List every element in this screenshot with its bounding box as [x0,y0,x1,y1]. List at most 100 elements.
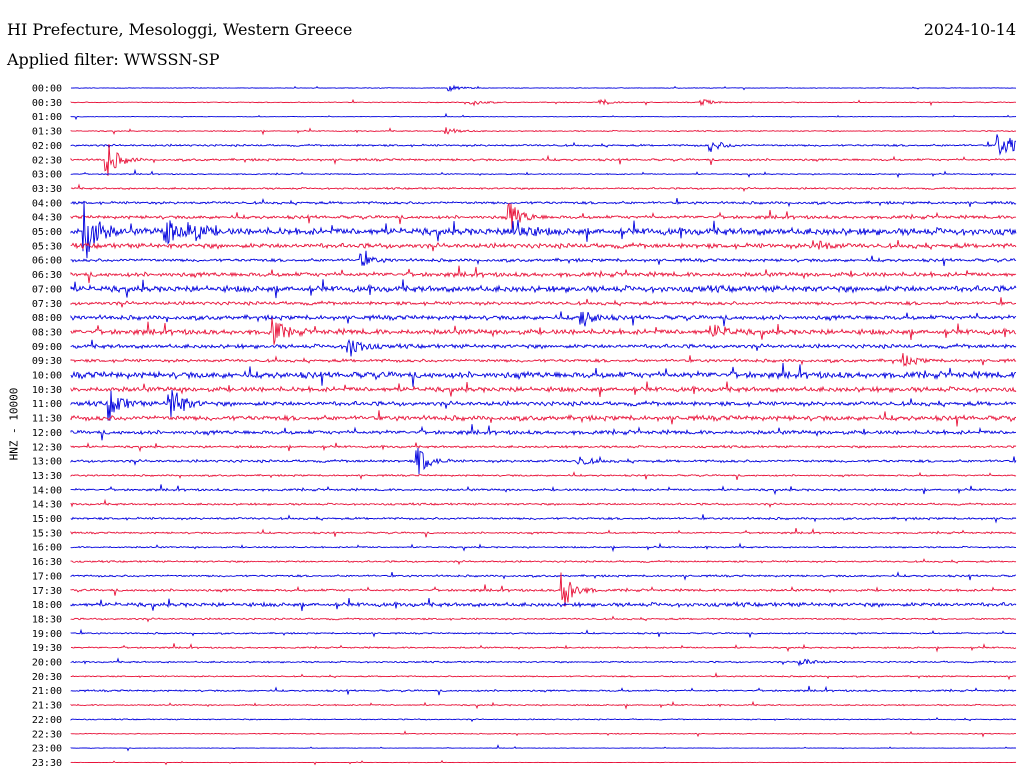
time-tick-label: 11:30 [32,414,62,425]
seismogram-trace [70,134,1017,156]
time-tick-label: 09:30 [32,356,62,367]
seismogram-trace [70,571,1017,581]
time-tick-label: 21:00 [32,686,62,697]
seismogram-trace [70,484,1017,496]
seismogram-trace [70,598,1017,612]
time-tick-label: 16:30 [32,557,62,568]
seismogram-trace [70,527,1017,538]
seismogram-trace [70,572,1017,607]
time-tick-label: 19:00 [32,629,62,640]
seismogram-trace [70,183,1017,192]
seismogram-trace [70,700,1017,710]
seismogram-trace [70,643,1017,653]
seismogram-trace [70,447,1017,475]
time-tick-label: 11:00 [32,399,62,410]
seismogram-trace [70,250,1017,267]
time-tick-labels: 00:00 00:30 01:00 01:30 02:00 02:30 03:00 03:30… [32,84,62,769]
time-tick-label: 22:30 [32,729,62,740]
seismogram-trace [70,628,1017,638]
seismogram-trace [70,442,1017,453]
seismogram-trace [70,424,1017,441]
time-tick-label: 15:30 [32,528,62,539]
seismogram-trace [70,685,1017,696]
seismogram-trace [70,514,1017,524]
seismogram-trace [70,202,1017,230]
station-title: HI Prefecture, Mesologgi, Western Greece [7,20,353,39]
seismogram-trace [70,730,1016,738]
seismogram-trace [70,410,1017,427]
time-tick-label: 00:30 [32,98,62,109]
time-tick-label: 17:30 [32,586,62,597]
seismogram-trace [70,265,1017,284]
time-tick-label: 07:30 [32,299,62,310]
time-tick-label: 13:00 [32,457,62,468]
seismogram-trace [70,240,1017,252]
time-tick-label: 04:30 [32,213,62,224]
time-tick-label: 16:00 [32,543,62,554]
time-tick-label: 12:00 [32,428,62,439]
time-tick-label: 17:00 [32,571,62,582]
seismogram-trace [70,127,1017,136]
time-tick-label: 06:00 [32,256,62,267]
seismogram-trace [70,112,1017,121]
time-tick-label: 03:00 [32,170,62,181]
time-tick-label: 10:30 [32,385,62,396]
time-tick-label: 02:00 [32,141,62,152]
seismogram-trace [70,716,1017,723]
seismogram-trace [70,200,1017,259]
seismogram-trace [70,389,1017,421]
seismogram-trace [70,381,1017,397]
time-tick-label: 22:00 [32,715,62,726]
time-tick-label: 09:00 [32,342,62,353]
seismogram-trace [70,311,1017,327]
time-tick-label: 08:30 [32,327,62,338]
time-tick-label: 21:30 [32,701,62,712]
seismogram-trace [70,657,1017,667]
time-tick-label: 03:30 [32,184,62,195]
seismogram-trace [70,198,1017,208]
seismogram-trace [70,558,1017,566]
seismogram-trace [70,498,1017,508]
time-tick-label: 08:00 [32,313,62,324]
seismogram-trace [70,353,1017,367]
time-tick-label: 01:00 [32,112,62,123]
time-tick-label: 04:00 [32,198,62,209]
time-tick-label: 10:00 [32,371,62,382]
time-tick-label: 02:30 [32,155,62,166]
seismogram-trace [70,144,1017,176]
time-tick-label: 05:00 [32,227,62,238]
time-tick-label: 20:00 [32,658,62,669]
filter-label: Applied filter: WWSSN-SP [7,50,220,69]
seismogram-trace [70,168,1017,179]
record-date: 2024-10-14 [923,20,1016,39]
time-tick-label: 20:30 [32,672,62,683]
time-tick-label: 14:30 [32,500,62,511]
time-tick-label: 23:30 [32,758,62,769]
time-tick-label: 00:00 [32,84,62,95]
time-tick-label: 07:00 [32,284,62,295]
time-tick-label: 06:30 [32,270,62,281]
seismogram-trace [70,542,1017,553]
seismogram-trace [70,84,1017,93]
time-tick-label: 19:30 [32,643,62,654]
time-tick-label: 18:00 [32,600,62,611]
time-tick-label: 12:30 [32,442,62,453]
time-tick-label: 18:30 [32,614,62,625]
seismogram-trace [70,297,1017,308]
time-tick-label: 13:30 [32,471,62,482]
time-tick-label: 01:30 [32,127,62,138]
seismogram-trace [70,615,1017,623]
seismogram-trace [70,744,1017,752]
seismogram-trace [70,671,1017,681]
seismogram-trace [70,471,1017,481]
seismogram-trace [70,317,1017,345]
seismogram-trace [70,338,1017,357]
time-tick-label: 23:00 [32,744,62,755]
seismogram-trace [70,362,1016,387]
seismogram-traces [70,84,1017,766]
time-tick-label: 15:00 [32,514,62,525]
time-tick-label: 05:30 [32,241,62,252]
seismogram-trace [70,759,1017,766]
seismogram-trace [70,98,1017,107]
